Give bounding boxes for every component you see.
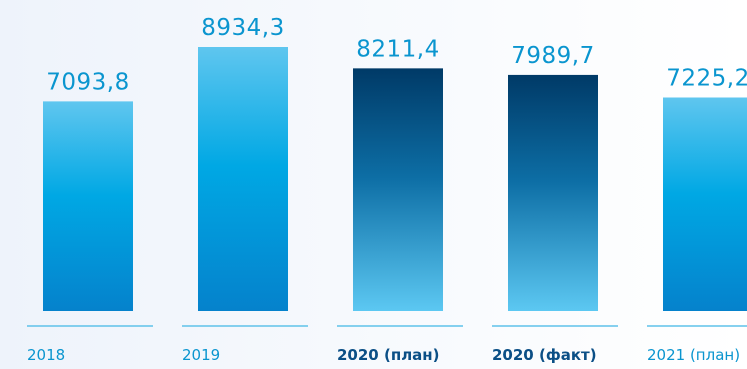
- category-label-2: 2019: [182, 346, 220, 364]
- bar-3: [353, 68, 443, 312]
- value-label-4: 7989,7: [511, 43, 594, 69]
- bar-4: [508, 74, 598, 312]
- value-label-2: 8934,3: [201, 15, 284, 41]
- value-label-5: 7225,2: [666, 66, 747, 92]
- category-label-5: 2021 (план): [647, 346, 740, 364]
- bar-1: [43, 101, 133, 311]
- category-label-4: 2020 (факт): [492, 346, 597, 364]
- value-label-3: 8211,4: [356, 36, 439, 62]
- category-label-1: 2018: [27, 346, 65, 364]
- category-label-3: 2020 (план): [337, 346, 440, 364]
- bar-2: [198, 47, 288, 311]
- value-label-1: 7093,8: [46, 69, 129, 95]
- bar-5: [663, 97, 747, 312]
